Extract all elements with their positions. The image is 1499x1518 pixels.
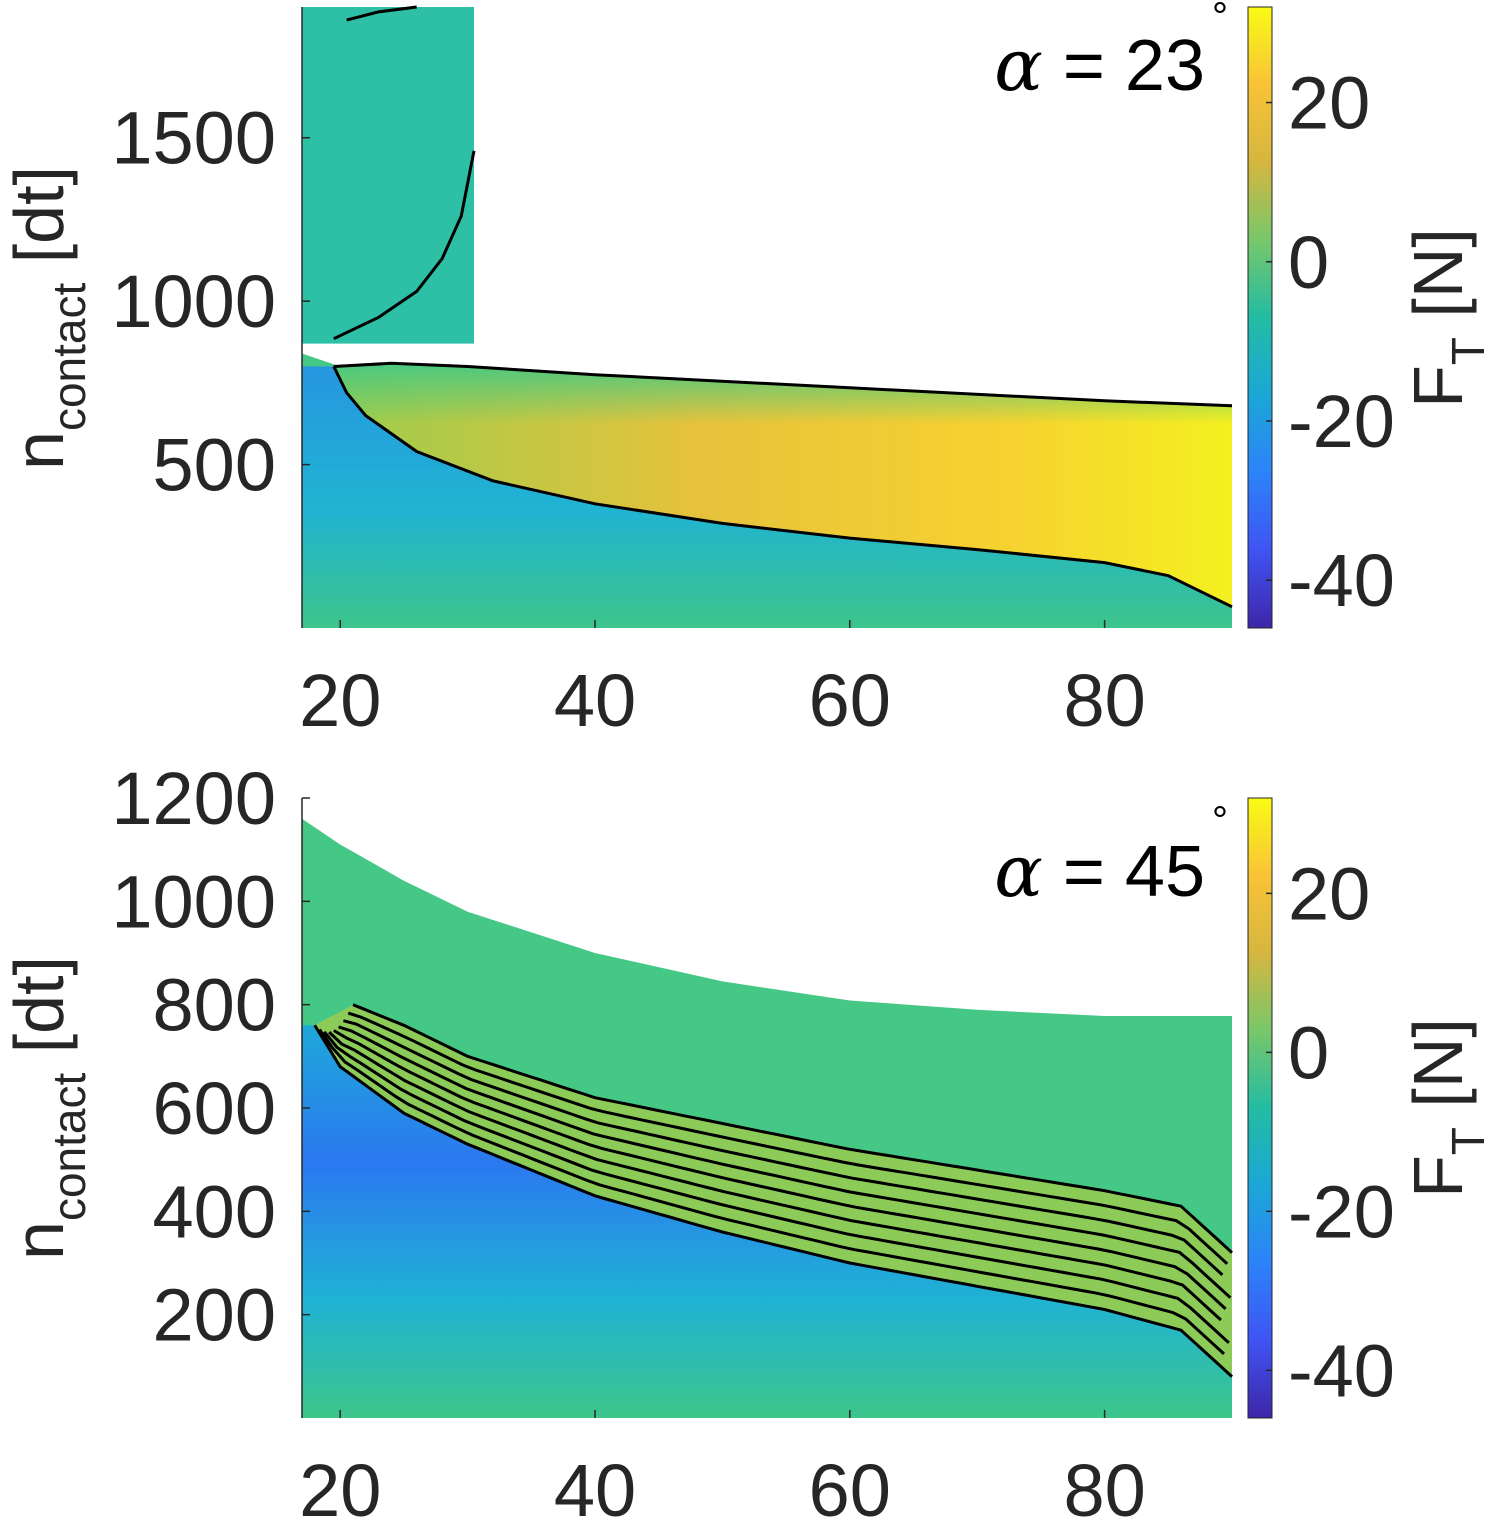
x-tick-label: 80 — [1063, 659, 1145, 742]
colorbar-tick-label: 0 — [1288, 221, 1329, 304]
top-y-label-sub: contact — [43, 283, 95, 432]
y-tick-label: 1000 — [111, 860, 276, 943]
bottom-x-ticks: 20 40 60 80 — [299, 1410, 1146, 1518]
bottom-striped-band — [314, 1004, 1232, 1377]
top-positive-band-fade — [333, 363, 1232, 607]
colorbar-tick-label: 20 — [1288, 852, 1370, 935]
top-y-ticks: 500 1000 1500 — [111, 97, 310, 507]
contour-line — [333, 361, 1233, 408]
x-tick-label: 20 — [299, 1449, 381, 1518]
colorbar-tick-label: 20 — [1288, 62, 1370, 145]
bottom-y-axis-label: ncontact [dt] — [0, 956, 95, 1260]
y-tick-label: 1500 — [111, 97, 276, 180]
contour-line — [352, 1003, 1234, 1254]
bottom-colorbar-gradient — [1247, 797, 1273, 1419]
top-upper-block — [302, 7, 474, 344]
y-tick-label: 500 — [153, 424, 276, 507]
x-tick-label: 40 — [554, 1449, 636, 1518]
x-tick-label: 40 — [554, 659, 636, 742]
y-tick-label: 600 — [153, 1067, 276, 1150]
top-cb-label-unit: [N] — [1399, 228, 1477, 337]
top-heatmap-panel: 20 40 60 80 500 1000 1500 ncontact [dt] α = 2… — [0, 0, 1494, 742]
contour-line — [338, 1025, 1232, 1299]
colorbar-tick-label: -20 — [1288, 380, 1395, 463]
contour-line — [346, 5, 417, 22]
contour-line — [347, 1011, 1229, 1265]
bottom-cb-label-sub: T — [1442, 1127, 1494, 1155]
contour-line — [343, 1019, 1224, 1277]
top-x-ticks: 20 40 60 80 — [299, 620, 1146, 742]
top-alpha-degree: ° — [1212, 0, 1228, 39]
y-tick-label: 200 — [153, 1274, 276, 1357]
top-cb-label-sub: T — [1442, 337, 1494, 365]
x-tick-label: 20 — [299, 659, 381, 742]
contour-line — [333, 150, 476, 341]
top-y-axis-label: ncontact [dt] — [0, 166, 95, 470]
top-colorbar-label: FT [N] — [1399, 228, 1494, 408]
bottom-colorbar-ticks: -40 -20 0 20 — [1266, 852, 1395, 1412]
top-colorbar-ticks: -40 -20 0 20 — [1266, 62, 1395, 622]
contour-line — [332, 365, 1233, 609]
bottom-colorbar: -40 -20 0 20 FT [N] — [1247, 797, 1494, 1419]
colorbar-tick-label: 0 — [1288, 1011, 1329, 1094]
bottom-cb-label-unit: [N] — [1399, 1018, 1477, 1127]
top-negative-band — [302, 366, 1232, 628]
contour-line — [313, 1024, 1234, 1378]
bottom-alpha-degree: ° — [1212, 799, 1228, 843]
y-tick-label: 1000 — [111, 260, 276, 343]
top-y-label-unit: [dt] — [0, 166, 78, 283]
bottom-alpha-annotation: α = 45 — [994, 829, 1205, 913]
y-tick-label: 800 — [153, 964, 276, 1047]
bottom-contours — [313, 1003, 1234, 1378]
top-alpha-value: = 23 — [1043, 26, 1205, 106]
x-tick-label: 60 — [809, 659, 891, 742]
contour-line — [318, 1028, 1226, 1356]
x-tick-label: 80 — [1063, 1449, 1145, 1518]
bottom-colorbar-label: FT [N] — [1399, 1018, 1494, 1198]
bottom-plot-area — [302, 818, 1234, 1418]
top-plot-area — [302, 5, 1233, 628]
bottom-alpha-symbol: α — [994, 829, 1043, 913]
x-tick-label: 60 — [809, 1449, 891, 1518]
top-alpha-symbol: α — [994, 23, 1043, 107]
y-tick-label: 400 — [153, 1170, 276, 1253]
bottom-y-label-main: n — [0, 1221, 78, 1260]
bottom-y-label-sub: contact — [43, 1073, 95, 1222]
top-colorbar-gradient — [1247, 6, 1273, 629]
top-cb-label-main: F — [1399, 365, 1477, 408]
top-contours — [332, 5, 1233, 609]
colorbar-tick-label: -40 — [1288, 539, 1395, 622]
top-y-label-main: n — [0, 431, 78, 470]
bottom-y-ticks: 200 400 600 800 1000 1200 — [111, 757, 310, 1357]
contour-line — [328, 1031, 1222, 1322]
bottom-negative-band — [302, 1025, 1232, 1418]
bottom-cb-label-main: F — [1399, 1155, 1477, 1198]
bottom-alpha-value: = 45 — [1043, 832, 1205, 912]
top-alpha-annotation: α = 23 — [994, 23, 1205, 107]
top-colorbar: -40 -20 0 20 FT [N] — [1247, 6, 1494, 629]
colorbar-tick-label: -20 — [1288, 1170, 1395, 1253]
bottom-y-label-unit: [dt] — [0, 956, 78, 1073]
contour-line — [323, 1030, 1230, 1344]
colorbar-tick-label: -40 — [1288, 1329, 1395, 1412]
y-tick-label: 1200 — [111, 757, 276, 840]
contour-line — [333, 1029, 1227, 1311]
